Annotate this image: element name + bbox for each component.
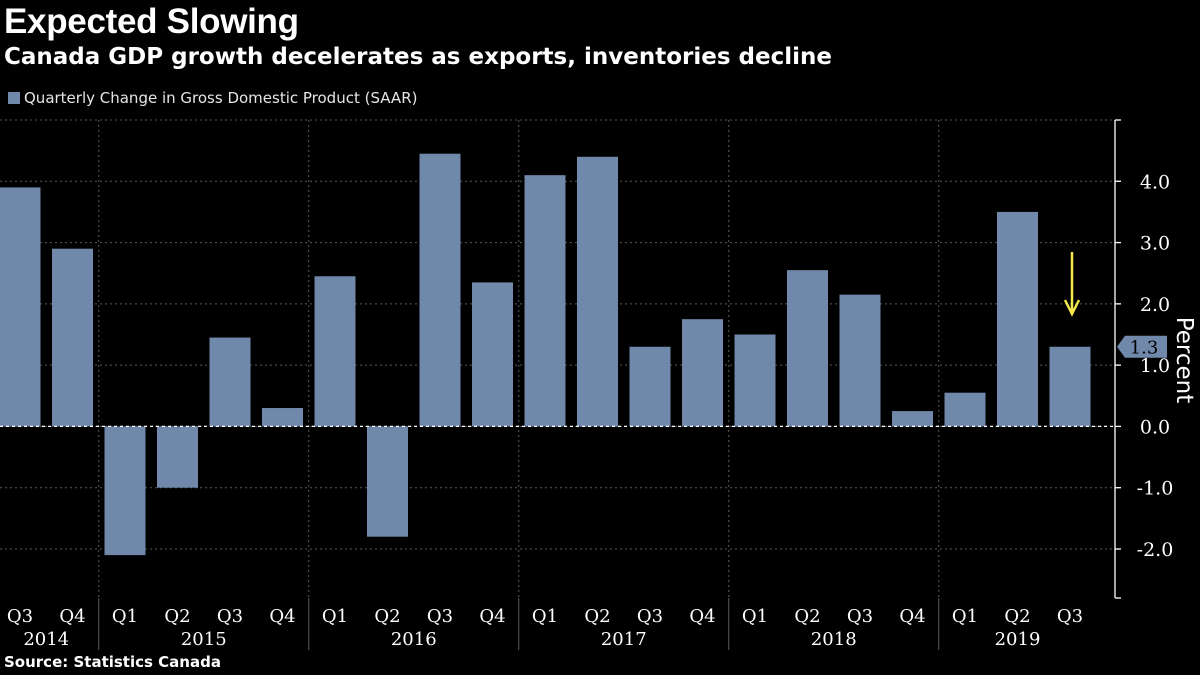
- x-tick-label: Q4: [899, 606, 925, 627]
- bar: [1049, 346, 1091, 427]
- axes: [0, 119, 1121, 599]
- x-year-label: 2019: [995, 629, 1041, 650]
- source-note: Source: Statistics Canada: [4, 653, 221, 671]
- x-tick-label: Q1: [112, 606, 138, 627]
- x-tick-label: Q4: [269, 606, 295, 627]
- bar: [0, 187, 41, 427]
- bars: [0, 153, 1091, 556]
- bar: [209, 337, 251, 427]
- y-tick-label: 2.0: [1140, 294, 1170, 316]
- x-tick-label: Q2: [1004, 606, 1030, 627]
- x-tick-label: Q3: [7, 606, 33, 627]
- x-year-label: 2018: [811, 629, 857, 650]
- x-year-label: 2017: [601, 629, 647, 650]
- x-tick-label: Q4: [479, 606, 505, 627]
- y-axis-title: Percent: [1171, 317, 1197, 404]
- y-tick-label: 1.0: [1140, 355, 1170, 377]
- x-tick-label: Q4: [59, 606, 85, 627]
- axis-labels: -2.0 -1.0 0.0 1.0 2.0 3.0 4.0 Percent Q3 Q4 Q1 Q2 Q3…: [7, 171, 1197, 650]
- legend-swatch: [8, 92, 20, 104]
- x-tick-label: Q2: [794, 606, 820, 627]
- grid-lines: [0, 119, 1115, 650]
- bar: [104, 426, 146, 556]
- y-tick-label: 4.0: [1140, 171, 1170, 193]
- bar: [734, 334, 776, 427]
- bar: [52, 248, 93, 427]
- x-year-label: 2016: [391, 629, 437, 650]
- chart-title: Expected Slowing: [4, 2, 299, 41]
- x-year-label: 2014: [23, 629, 69, 650]
- legend-label: Quarterly Change in Gross Domestic Produ…: [24, 89, 418, 107]
- bar: [787, 270, 828, 427]
- x-tick-label: Q2: [164, 606, 190, 627]
- bar: [262, 408, 303, 427]
- chart-subtitle: Canada GDP growth decelerates as exports…: [4, 44, 832, 70]
- down-arrow-head-icon: [1063, 299, 1081, 317]
- bar: [472, 282, 513, 427]
- bar: [314, 276, 356, 427]
- x-tick-label: Q4: [689, 606, 715, 627]
- x-tick-label: Q1: [322, 606, 348, 627]
- y-tick-label: 0.0: [1140, 416, 1170, 438]
- bar: [892, 411, 933, 427]
- bar: [839, 294, 881, 427]
- bar: [682, 319, 723, 427]
- x-tick-label: Q3: [1057, 606, 1083, 627]
- x-tick-label: Q3: [637, 606, 663, 627]
- bar: [157, 426, 198, 488]
- x-tick-label: Q3: [847, 606, 873, 627]
- x-tick-label: Q1: [532, 606, 558, 627]
- last-value-tag: [1117, 335, 1167, 358]
- bar: [367, 426, 408, 537]
- x-year-label: 2015: [181, 629, 227, 650]
- y-tick-label: -2.0: [1137, 539, 1174, 561]
- bar: [419, 153, 461, 427]
- bar: [944, 392, 986, 427]
- x-tick-label: Q2: [374, 606, 400, 627]
- last-value-label: 1.3: [1130, 338, 1159, 359]
- annotations: 1.3: [1063, 252, 1167, 359]
- bar: [577, 156, 618, 427]
- x-tick-label: Q3: [427, 606, 453, 627]
- y-tick-label: -1.0: [1137, 478, 1174, 500]
- x-tick-label: Q3: [217, 606, 243, 627]
- x-tick-label: Q2: [584, 606, 610, 627]
- y-tick-label: 3.0: [1140, 233, 1170, 255]
- x-tick-label: Q1: [742, 606, 768, 627]
- bar: [524, 175, 566, 427]
- x-tick-label: Q1: [952, 606, 978, 627]
- legend: Quarterly Change in Gross Domestic Produ…: [8, 89, 417, 107]
- bar: [629, 346, 671, 427]
- bar: [997, 211, 1038, 427]
